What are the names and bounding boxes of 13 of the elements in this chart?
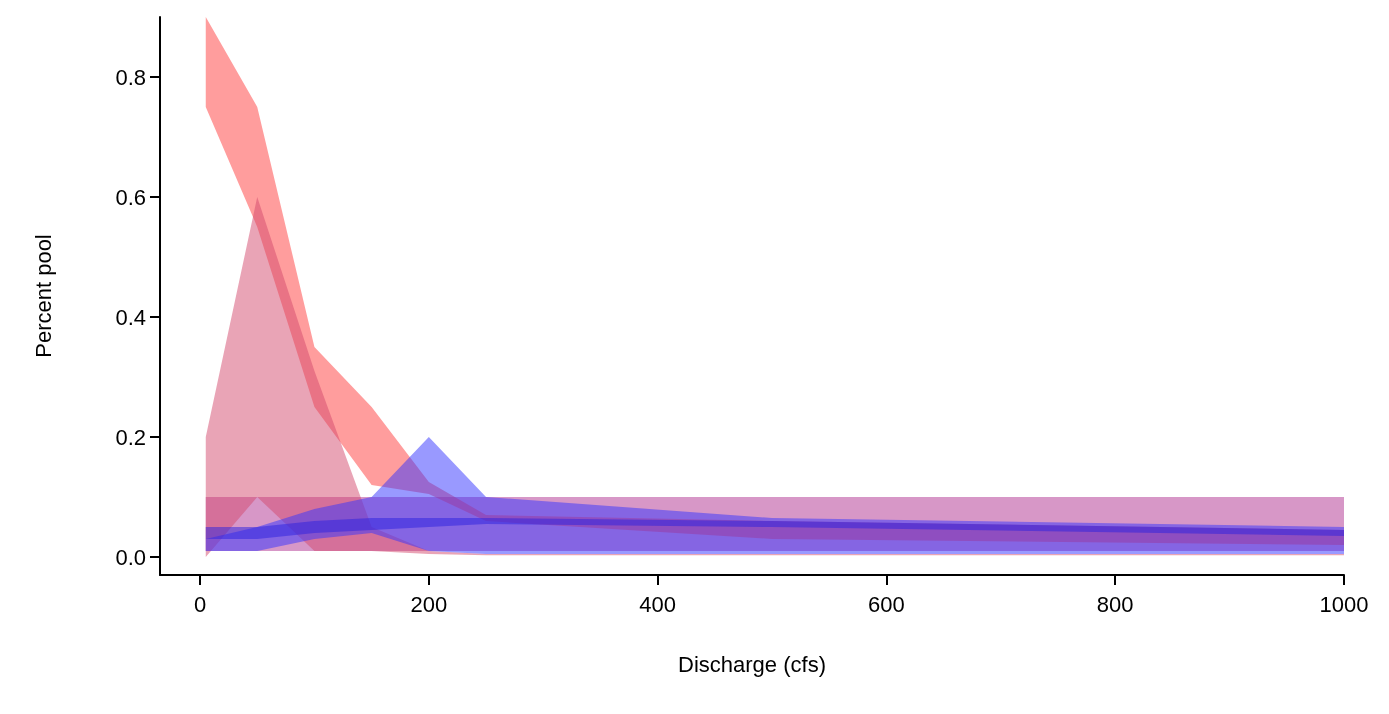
x-tick-label: 800 [1096, 591, 1134, 617]
x-axis-title: Discharge (cfs) [678, 651, 826, 677]
x-tick-label: 400 [639, 591, 676, 617]
y-tick-label: 0.8 [115, 64, 146, 90]
x-tick-label: 200 [410, 591, 448, 617]
y-tick-label: 0.6 [115, 184, 146, 210]
y-tick-label: 0.0 [115, 544, 146, 570]
y-axis-title: Percent pool [30, 234, 56, 358]
y-tick-label: 0.2 [115, 424, 146, 450]
x-tick-label: 1000 [1319, 591, 1369, 617]
y-tick-label: 0.4 [115, 304, 146, 330]
x-tick-label: 0 [193, 591, 207, 617]
x-tick-label: 600 [868, 591, 905, 617]
